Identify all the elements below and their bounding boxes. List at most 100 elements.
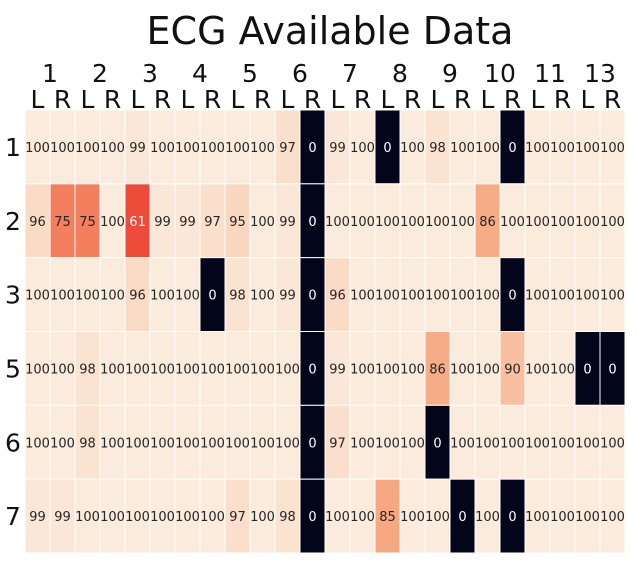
side-label: L: [31, 85, 45, 114]
cell-value-label: 100: [575, 510, 600, 525]
cell-value-label: 0: [308, 436, 316, 451]
cell-value-label: 100: [450, 141, 475, 156]
row-label: 1: [5, 133, 21, 162]
heatmap-cell: [474, 404, 501, 480]
heatmap-cell: [74, 183, 101, 259]
cell-value-label: 98: [279, 510, 296, 525]
cell-value-label: 100: [475, 510, 500, 525]
heatmap-cell: [49, 478, 76, 554]
cell-value-label: 100: [175, 289, 200, 304]
heatmap-cell: [149, 404, 176, 480]
cell-value-label: 100: [525, 289, 550, 304]
cell-value-label: 99: [329, 141, 346, 156]
heatmap-cell: [399, 257, 426, 332]
cell-value-label: 0: [583, 362, 591, 377]
cell-value-label: 0: [508, 510, 516, 525]
cell-value-label: 0: [308, 289, 316, 304]
cell-value-label: 100: [325, 510, 350, 525]
side-label: R: [154, 85, 171, 114]
heatmap-cell: [274, 478, 301, 554]
cell-value-label: 100: [25, 362, 50, 377]
cell-value-label: 100: [400, 510, 425, 525]
chart-title: ECG Available Data: [147, 9, 514, 53]
cell-value-label: 100: [200, 510, 225, 525]
cell-value-label: 100: [250, 510, 275, 525]
cell-value-label: 0: [208, 289, 216, 304]
side-label: L: [581, 85, 595, 114]
heatmap-cell: [24, 404, 51, 480]
side-label: L: [81, 85, 95, 114]
cell-value-label: 100: [600, 141, 625, 156]
heatmap-cell: [499, 478, 526, 554]
heatmap-cell: [274, 404, 301, 480]
cell-value-label: 100: [550, 289, 575, 304]
cell-value-label: 99: [129, 141, 146, 156]
cell-value-label: 99: [179, 215, 196, 230]
cell-value-label: 100: [400, 141, 425, 156]
cell-value-label: 100: [525, 510, 550, 525]
cell-value-label: 98: [79, 362, 96, 377]
cell-value-label: 100: [100, 510, 125, 525]
cell-value-label: 100: [500, 436, 525, 451]
heatmap-cell: [324, 331, 351, 406]
cell-value-label: 99: [154, 215, 171, 230]
heatmap-cell: [99, 183, 126, 259]
side-label: R: [454, 85, 471, 114]
heatmap-cell: [199, 331, 226, 406]
cell-value-label: 85: [379, 510, 396, 525]
cell-value-label: 100: [150, 436, 175, 451]
cell-value-label: 100: [375, 215, 400, 230]
cell-value-label: 0: [508, 289, 516, 304]
cell-value-label: 0: [508, 141, 516, 156]
heatmap-cell: [574, 109, 601, 185]
cell-value-label: 100: [475, 141, 500, 156]
cell-value-label: 100: [525, 436, 550, 451]
cell-value-label: 100: [50, 436, 75, 451]
cell-value-label: 100: [425, 289, 450, 304]
cell-value-label: 100: [100, 289, 125, 304]
heatmap-cell: [474, 478, 501, 554]
cell-value-label: 86: [429, 362, 446, 377]
cell-value-label: 0: [433, 436, 441, 451]
heatmap-cell: [599, 257, 626, 332]
heatmap-cell: [524, 109, 551, 185]
side-label: R: [404, 85, 421, 114]
heatmap-cell: [149, 257, 176, 332]
heatmap-cell: [124, 183, 151, 259]
cell-value-label: 100: [450, 436, 475, 451]
heatmap-cell: [424, 404, 451, 480]
side-label: R: [304, 85, 321, 114]
side-label: L: [131, 85, 145, 114]
heatmap-cell: [549, 404, 576, 480]
cell-value-label: 100: [175, 510, 200, 525]
cell-value-label: 100: [600, 289, 625, 304]
cell-value-label: 100: [600, 436, 625, 451]
heatmap-cell: [349, 404, 376, 480]
cell-value-label: 100: [100, 362, 125, 377]
cell-value-label: 100: [175, 362, 200, 377]
side-label: L: [531, 85, 545, 114]
cell-value-label: 97: [279, 141, 296, 156]
heatmap-cell: [49, 331, 76, 406]
cell-value-label: 100: [325, 215, 350, 230]
heatmap-cell: [549, 183, 576, 259]
heatmap-cell: [299, 478, 326, 554]
side-label: R: [554, 85, 571, 114]
heatmap-cell: [424, 109, 451, 185]
cell-value-label: 100: [400, 436, 425, 451]
cell-value-label: 100: [275, 436, 300, 451]
heatmap-cell: [274, 257, 301, 332]
heatmap-cell: [299, 257, 326, 332]
cell-value-label: 100: [25, 141, 50, 156]
cell-value-label: 0: [383, 141, 391, 156]
cell-value-label: 100: [50, 289, 75, 304]
cell-value-label: 100: [125, 362, 150, 377]
cell-value-label: 100: [525, 141, 550, 156]
side-label: L: [381, 85, 395, 114]
heatmap-cell: [349, 331, 376, 406]
heatmap-cell: [349, 257, 376, 332]
cell-value-label: 100: [150, 141, 175, 156]
heatmap-cell: [574, 257, 601, 332]
cell-value-label: 96: [29, 215, 46, 230]
